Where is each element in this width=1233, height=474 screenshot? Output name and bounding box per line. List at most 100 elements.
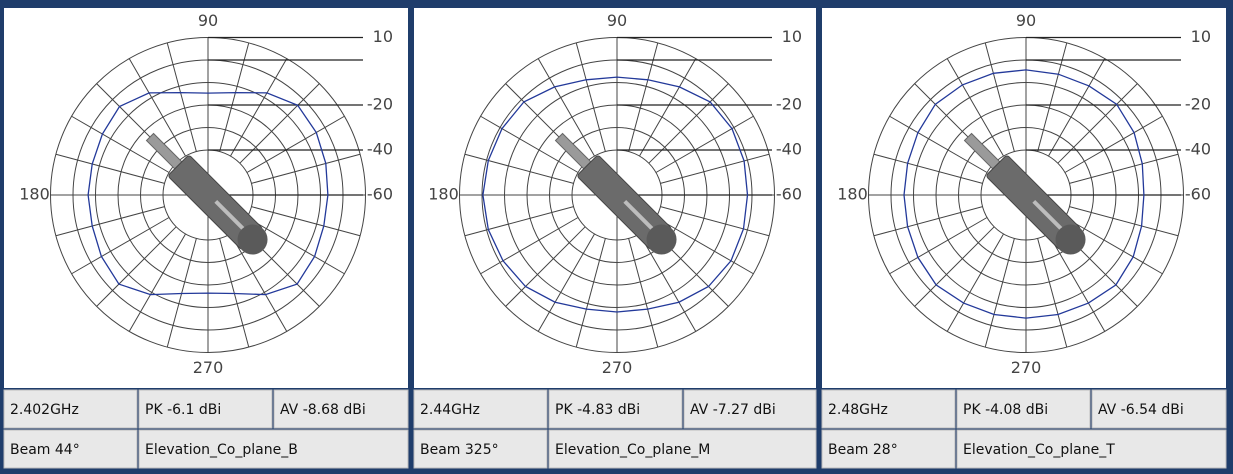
info-text: Elevation_Co_plane_M (555, 442, 710, 458)
pattern-line (903, 69, 1145, 319)
grid-spoke (246, 217, 345, 275)
info-cell (138, 389, 273, 429)
info-cell (821, 429, 956, 469)
grid-spoke (575, 238, 606, 348)
info-text: PK -4.08 dBi (963, 402, 1048, 418)
grid-spoke (251, 206, 361, 237)
grid-spoke (639, 58, 697, 157)
info-text: AV -8.68 dBi (280, 402, 366, 418)
grid-spoke (628, 238, 659, 348)
theta-tick-label: 270 (1011, 358, 1042, 377)
info-cell (956, 389, 1091, 429)
theta-tick-label: 90 (198, 11, 218, 30)
theta-tick-label: 90 (1016, 11, 1036, 30)
grid-spoke (71, 115, 170, 173)
antenna-image (554, 132, 677, 255)
antenna-shine (623, 199, 655, 232)
theta-tick-label: 270 (193, 358, 224, 377)
polar-panel: -60 -40 -20 10 90 180 270 2.44GHz PK -4.83 dBi AV… (413, 8, 817, 469)
grid-spoke (246, 115, 345, 173)
info-cell (138, 429, 409, 469)
theta-tick-label: 90 (607, 11, 627, 30)
grid-spoke (505, 226, 586, 307)
antenna-shine (1032, 199, 1064, 232)
r-tick-label: -60 (776, 185, 802, 204)
grid-spoke (1048, 58, 1106, 157)
grid-spoke (1037, 238, 1068, 348)
r-tick-label: -40 (1185, 140, 1211, 159)
info-text: AV -7.27 dBi (690, 402, 776, 418)
grid-spoke (239, 226, 320, 307)
info-cell (548, 389, 683, 429)
grid-spoke (251, 153, 361, 184)
r-tick-label: -40 (776, 140, 802, 159)
info-text: 2.402GHz (10, 402, 79, 418)
polar-panel: -60 -40 -20 10 90 180 270 2.402GHz PK -6.1 dBi AV… (3, 8, 409, 469)
r-tick-label: -60 (367, 185, 393, 204)
r-tick-label: -20 (776, 95, 802, 114)
polar-panel: -60 -40 -20 10 90 180 270 2.48GHz PK -4.08 dBi AV… (821, 8, 1227, 469)
grid-spoke (166, 238, 197, 348)
r-tick-label: 10 (782, 27, 802, 46)
r-tick-label: -20 (1185, 95, 1211, 114)
antenna-shine (214, 199, 246, 232)
r-tick-label: -60 (1185, 185, 1211, 204)
grid-spoke (984, 238, 1015, 348)
info-cell (273, 389, 409, 429)
info-cell (1091, 389, 1227, 429)
info-text: Beam 44° (10, 442, 80, 458)
info-text: 2.44GHz (420, 402, 480, 418)
grid-spoke (660, 153, 770, 184)
grid-spoke (230, 58, 288, 157)
grid-spoke (655, 115, 754, 173)
grid-spoke (946, 58, 1004, 157)
grid-spoke (639, 233, 697, 332)
theta-tick-label: 270 (602, 358, 633, 377)
grid-spoke (873, 206, 983, 237)
info-text: AV -6.54 dBi (1098, 402, 1184, 418)
grid-spoke (480, 217, 579, 275)
grid-spoke (1064, 217, 1163, 275)
pattern-line (87, 91, 329, 296)
grid-spoke (946, 233, 1004, 332)
grid-spoke (575, 42, 606, 152)
theta-tick-label: 180 (19, 185, 50, 204)
grid-spoke (537, 58, 595, 157)
grid-spoke (166, 42, 197, 152)
grid-spoke (230, 233, 288, 332)
grid-spoke (55, 153, 165, 184)
antenna-cap (1055, 224, 1086, 255)
grid-spoke (984, 42, 1015, 152)
grid-spoke (96, 226, 177, 307)
info-cell (3, 429, 138, 469)
grid-spoke (914, 226, 995, 307)
info-cell (548, 429, 817, 469)
grid-spoke (1037, 42, 1068, 152)
grid-spoke (219, 42, 250, 152)
grid-spoke (1064, 115, 1163, 173)
info-cell (956, 429, 1227, 469)
info-cell (821, 389, 956, 429)
info-text: Beam 325° (420, 442, 499, 458)
info-text: PK -6.1 dBi (145, 402, 221, 418)
r-tick-label: -40 (367, 140, 393, 159)
info-text: Beam 28° (828, 442, 898, 458)
theta-tick-label: 180 (837, 185, 868, 204)
grid-spoke (128, 58, 186, 157)
grid-spoke (889, 115, 988, 173)
grid-spoke (628, 42, 659, 152)
info-text: PK -4.83 dBi (555, 402, 640, 418)
info-cell (413, 429, 548, 469)
grid-spoke (128, 233, 186, 332)
theta-tick-label: 180 (428, 185, 459, 204)
grid-spoke (464, 206, 574, 237)
grid-spoke (464, 153, 574, 184)
info-text: Elevation_Co_plane_T (963, 442, 1115, 458)
r-tick-label: 10 (373, 27, 393, 46)
r-tick-label: -20 (367, 95, 393, 114)
grid-spoke (1069, 153, 1179, 184)
info-text: 2.48GHz (828, 402, 888, 418)
r-tick-label: 10 (1191, 27, 1211, 46)
antenna-image (145, 132, 268, 255)
